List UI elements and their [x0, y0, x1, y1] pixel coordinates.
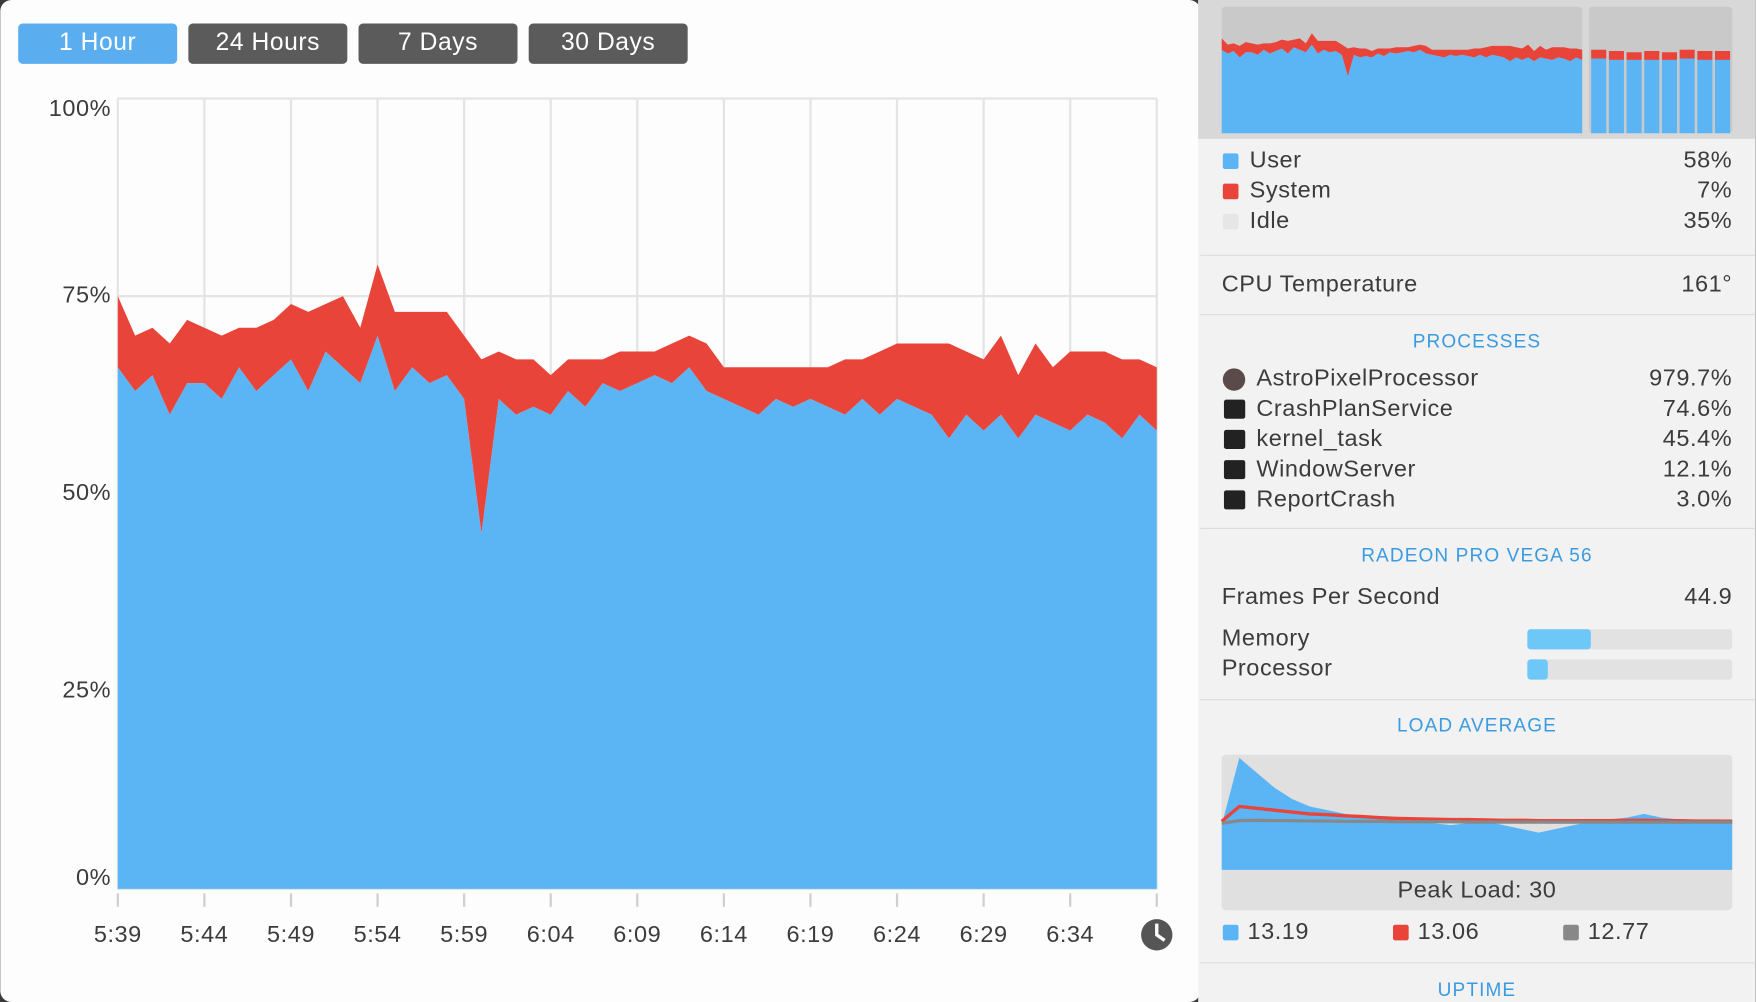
terminal-icon: [1223, 460, 1246, 480]
process-name: kernel_task: [1256, 425, 1382, 451]
mini-bar: [1679, 49, 1695, 59]
gauge-fill: [1527, 659, 1548, 680]
legend-value: 58%: [1684, 146, 1733, 172]
process-value: 3.0%: [1676, 486, 1732, 512]
range-button-label[interactable]: 24 Hours: [216, 29, 320, 56]
x-tick-label: 6:24: [873, 921, 921, 947]
legend-name: User: [1250, 146, 1302, 172]
x-tick-label: 6:29: [960, 921, 1008, 947]
separators: [1200, 254, 1756, 964]
process-name: CrashPlanService: [1256, 395, 1453, 421]
mini-bar: [1697, 59, 1713, 134]
legend-value: 7%: [1697, 177, 1732, 203]
temp-value: 161°: [1681, 271, 1732, 297]
load-line: [1220, 804, 1733, 823]
clock-hand: [1155, 923, 1166, 942]
terminal-icon: [1223, 490, 1246, 510]
load-area: [1221, 757, 1733, 870]
gauge-track: [1527, 659, 1733, 680]
mini-bar: [1626, 52, 1642, 60]
load-value: 12.77: [1588, 918, 1650, 944]
mini-bar: [1644, 59, 1660, 134]
mini-bar: [1661, 59, 1678, 134]
y-tick-label: 25%: [62, 677, 111, 703]
y-tick-label: 50%: [62, 479, 111, 505]
range-button[interactable]: [358, 23, 518, 64]
processor-label: Processor: [1222, 655, 1333, 681]
range-button[interactable]: [188, 23, 348, 64]
y-tick-label: 75%: [62, 281, 111, 307]
mini-bar: [1714, 50, 1731, 60]
process-name: ReportCrash: [1256, 486, 1395, 512]
y-tick-label: 100%: [49, 95, 111, 121]
load-swatch: [1392, 924, 1409, 941]
mini-bar: [1608, 50, 1624, 60]
mini-bar: [1661, 52, 1678, 60]
mini-bar: [1591, 49, 1607, 59]
x-tick-label: 5:54: [354, 921, 402, 947]
section-title: RADEON PRO VEGA 56: [1361, 545, 1593, 566]
terminal-icon: [1223, 399, 1246, 419]
section-title: LOAD AVERAGE: [1397, 716, 1557, 737]
temp-label: CPU Temperature: [1222, 271, 1418, 297]
load-line: [1221, 818, 1733, 825]
load-swatch: [1563, 924, 1579, 941]
legend-swatch: [1222, 153, 1239, 170]
range-button[interactable]: [528, 23, 688, 64]
x-tick-label: 5:49: [267, 921, 315, 947]
load-swatch: [1222, 924, 1239, 941]
process-value: 45.4%: [1663, 425, 1732, 451]
mini-area: [1221, 44, 1583, 134]
legend-name: Idle: [1250, 207, 1290, 233]
x-tick-label: 5:44: [180, 921, 228, 947]
process-name: WindowServer: [1256, 455, 1416, 481]
x-tick-label: 6:19: [786, 921, 834, 947]
mini-bar: [1644, 50, 1660, 60]
process-value: 12.1%: [1663, 455, 1732, 481]
mini-bg: [1588, 6, 1733, 134]
mini-bar: [1626, 59, 1642, 134]
section-title: PROCESSES: [1413, 332, 1541, 353]
mini-bar: [1697, 50, 1713, 60]
range-button-label[interactable]: 1 Hour: [59, 29, 136, 56]
process-name: AstroPixelProcessor: [1256, 365, 1478, 391]
x-tick-label: 6:14: [700, 921, 748, 947]
process-value: 74.6%: [1663, 395, 1732, 421]
legend-name: System: [1250, 177, 1332, 203]
legend-swatch: [1222, 213, 1239, 230]
gauge-fill: [1527, 629, 1591, 650]
section-title: UPTIME: [1438, 980, 1517, 1001]
app-icon: [1222, 368, 1246, 391]
x-tick-label: 5:59: [440, 921, 488, 947]
mini-bar: [1608, 59, 1624, 134]
mini-area: [1221, 33, 1583, 77]
x-tick-label: 6:34: [1046, 921, 1094, 947]
peak-label: Peak Load: 30: [1398, 876, 1557, 902]
range-button-label[interactable]: 30 Days: [561, 29, 655, 56]
memory-label: Memory: [1222, 624, 1310, 650]
load-value: 13.19: [1247, 918, 1309, 944]
area-system: [117, 264, 1157, 534]
mini-bar: [1714, 59, 1731, 134]
legend-value: 35%: [1684, 207, 1733, 233]
terminal-icon: [1223, 429, 1246, 449]
fps-label: Frames Per Second: [1222, 583, 1441, 609]
load-value: 13.06: [1418, 918, 1480, 944]
range-button-label[interactable]: 7 Days: [398, 29, 478, 56]
legend-swatch: [1222, 183, 1239, 200]
area-user: [117, 335, 1157, 889]
x-tick-label: 5:39: [94, 921, 142, 947]
mini-bar: [1679, 58, 1695, 134]
mini-bar: [1591, 58, 1607, 134]
x-tick-label: 6:04: [527, 921, 575, 947]
fps-value: 44.9: [1684, 583, 1732, 609]
process-value: 979.7%: [1649, 365, 1732, 391]
x-tick-label: 6:09: [613, 921, 661, 947]
y-tick-label: 0%: [76, 864, 111, 890]
range-button[interactable]: [18, 23, 178, 64]
